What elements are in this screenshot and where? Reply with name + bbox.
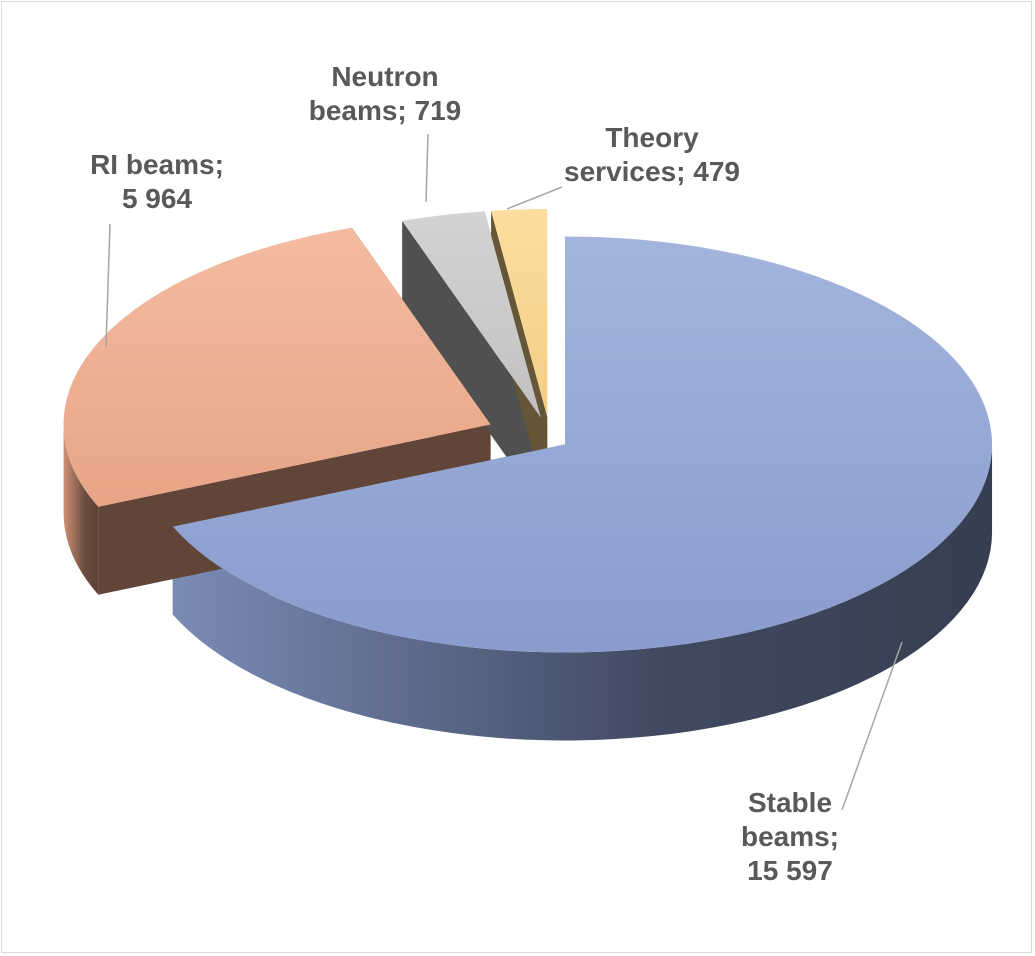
neutron-beams-slice <box>402 211 541 418</box>
neutron-beams-data-label: Neutron beams; 719 <box>309 61 462 126</box>
ri-beams-side <box>63 424 99 595</box>
theory-services-slice <box>491 209 548 418</box>
stable-beams-slice <box>172 236 993 653</box>
stable-beams-side <box>172 444 993 741</box>
stable-beams-leader-line <box>841 641 903 811</box>
stable-beams-data-label: Stable beams; 15 597 <box>741 787 839 886</box>
ri-beams-data-label: RI beams; 5 964 <box>90 149 224 214</box>
slice-tops <box>63 209 993 653</box>
data-labels: Stable beams; 15 597 RI beams; 5 964 Neutron b… <box>90 61 839 886</box>
neutron-beams-wall-start <box>402 220 541 506</box>
neutron-beams-leader-line <box>425 133 429 203</box>
leader-lines <box>105 133 903 811</box>
theory-services-leader-line <box>506 186 563 210</box>
theory-services-data-label: Theory services; 479 <box>564 122 740 187</box>
ri-beams-leader-line <box>105 223 111 348</box>
ri-beams-slice <box>63 227 491 507</box>
